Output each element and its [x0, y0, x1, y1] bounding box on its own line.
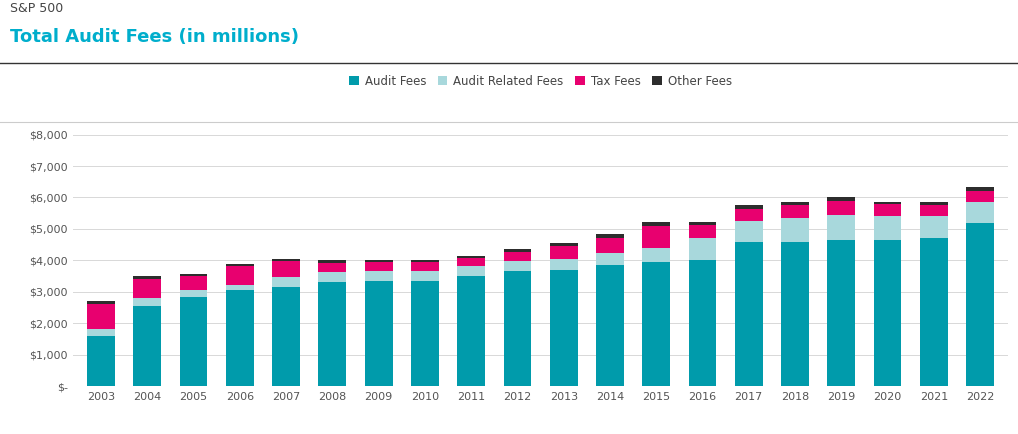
Bar [550, 246, 577, 260]
Bar [597, 253, 624, 265]
Bar [688, 225, 717, 238]
Bar [457, 256, 485, 258]
Bar [226, 290, 253, 386]
Text: S&P 500: S&P 500 [10, 2, 63, 15]
Bar [920, 202, 948, 205]
Bar [364, 262, 393, 271]
Legend: Audit Fees, Audit Related Fees, Tax Fees, Other Fees: Audit Fees, Audit Related Fees, Tax Fees… [344, 70, 737, 92]
Bar [735, 241, 762, 386]
Bar [597, 265, 624, 386]
Bar [457, 276, 485, 386]
Bar [597, 234, 624, 238]
Bar [873, 216, 901, 240]
Bar [873, 240, 901, 386]
Bar [272, 277, 300, 287]
Bar [642, 248, 670, 262]
Bar [550, 243, 577, 246]
Bar [550, 260, 577, 270]
Bar [133, 306, 161, 386]
Bar [920, 205, 948, 216]
Bar [828, 201, 855, 215]
Bar [226, 285, 253, 290]
Bar [411, 262, 439, 271]
Bar [319, 283, 346, 386]
Bar [688, 222, 717, 225]
Bar [180, 274, 208, 276]
Bar [735, 205, 762, 209]
Bar [504, 271, 531, 386]
Bar [88, 336, 115, 386]
Bar [688, 238, 717, 260]
Bar [226, 264, 253, 266]
Bar [504, 252, 531, 261]
Bar [828, 240, 855, 386]
Bar [133, 276, 161, 279]
Bar [735, 221, 762, 241]
Bar [457, 266, 485, 276]
Bar [688, 260, 717, 386]
Bar [180, 296, 208, 386]
Bar [88, 329, 115, 336]
Bar [966, 202, 994, 223]
Bar [828, 197, 855, 201]
Bar [920, 216, 948, 238]
Bar [180, 276, 208, 290]
Bar [828, 215, 855, 240]
Bar [504, 250, 531, 252]
Bar [966, 191, 994, 202]
Bar [873, 204, 901, 216]
Bar [272, 261, 300, 277]
Bar [272, 259, 300, 261]
Bar [642, 262, 670, 386]
Bar [966, 223, 994, 386]
Bar [504, 261, 531, 271]
Bar [319, 273, 346, 283]
Bar [781, 205, 809, 218]
Bar [550, 270, 577, 386]
Bar [735, 209, 762, 221]
Bar [319, 260, 346, 263]
Bar [133, 279, 161, 298]
Bar [457, 258, 485, 266]
Bar [88, 304, 115, 329]
Bar [319, 263, 346, 273]
Bar [781, 241, 809, 386]
Bar [364, 260, 393, 262]
Bar [920, 238, 948, 386]
Bar [781, 218, 809, 241]
Bar [597, 238, 624, 253]
Bar [966, 187, 994, 191]
Bar [411, 281, 439, 386]
Bar [180, 290, 208, 296]
Bar [226, 266, 253, 285]
Bar [88, 301, 115, 304]
Bar [272, 287, 300, 386]
Bar [642, 222, 670, 226]
Bar [873, 202, 901, 204]
Bar [781, 202, 809, 205]
Bar [133, 298, 161, 306]
Bar [642, 226, 670, 248]
Text: Total Audit Fees (in millions): Total Audit Fees (in millions) [10, 28, 299, 46]
Bar [364, 271, 393, 281]
Bar [411, 271, 439, 281]
Bar [364, 281, 393, 386]
Bar [411, 260, 439, 262]
